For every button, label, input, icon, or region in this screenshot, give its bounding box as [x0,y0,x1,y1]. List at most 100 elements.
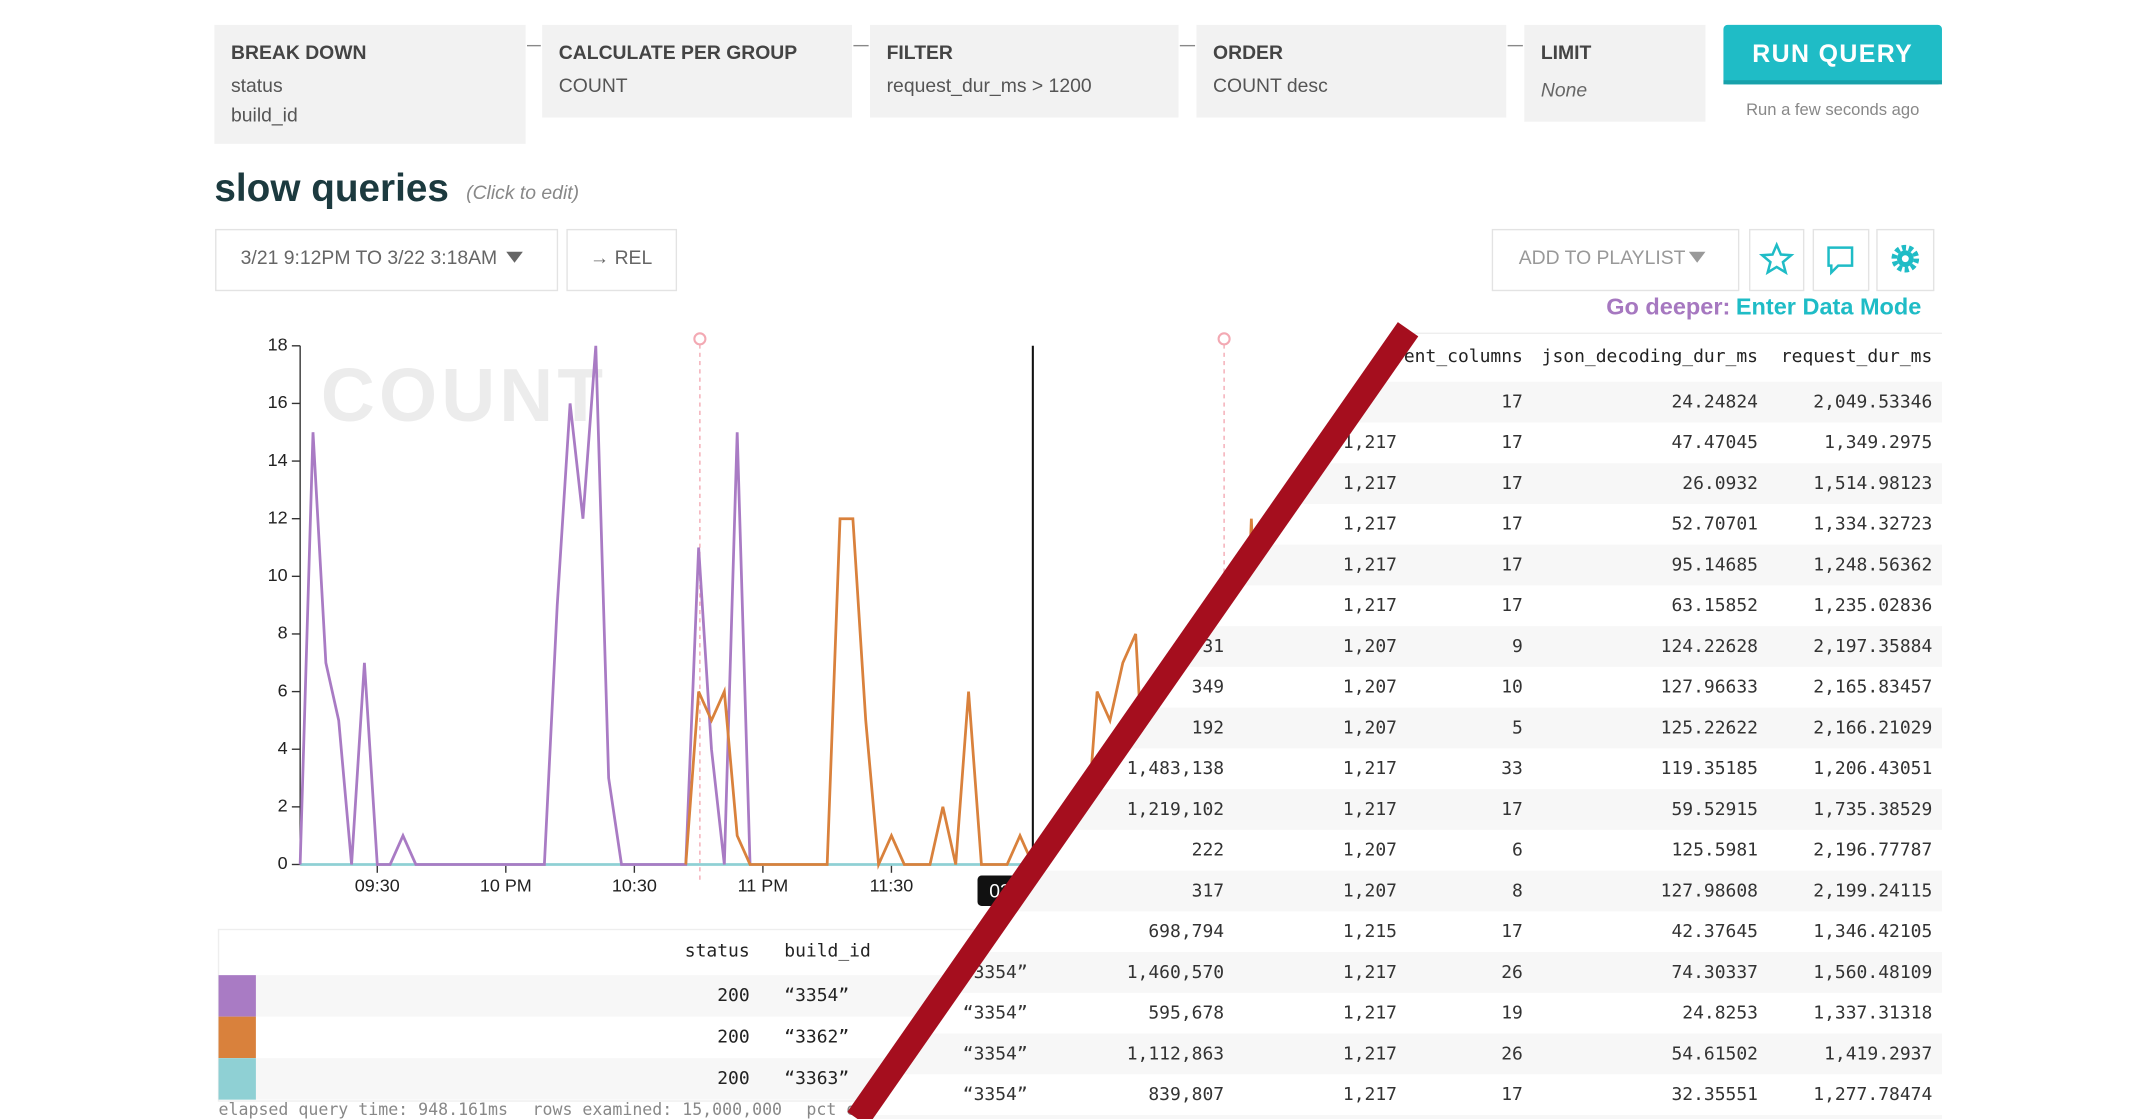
table-cell: 2,196.77787 [1813,840,1932,861]
table-cell: 2,165.83457 [1813,677,1932,698]
legend-swatch [218,1016,256,1059]
y-tick-label: 16 [268,392,288,412]
comment-button[interactable] [1812,228,1870,292]
dropdown-arrow [1688,251,1706,263]
legend-cell: “3363” [784,1068,849,1089]
table-cell: 17 [1501,392,1523,413]
column-header: request_dur_ms [1781,346,1932,367]
table-cell: 1,207 [1343,880,1397,901]
series-line [298,345,752,866]
limit-value: None [1541,79,1588,101]
table-cell: 17 [1501,1084,1523,1105]
x-tick-label: 10 PM [480,875,532,895]
table-cell: 1,483,138 [1127,758,1224,779]
y-tick-label: 8 [278,623,288,643]
table-cell: 9 [1512,636,1523,657]
table-cell: 1,217 [1343,473,1397,494]
table-cell: 595,678 [1148,1003,1224,1024]
order-value: COUNT desc [1213,75,1328,97]
run-query-label: RUN QUERY [1752,40,1913,68]
table-cell: 1,560.48109 [1813,962,1932,983]
row-stripe [857,1114,1942,1119]
results-view: event_columns json_decoding_dur_ms request… [857,329,2137,1119]
calculate-box[interactable] [542,24,853,118]
break-down-value: status [231,75,283,97]
break-down-box[interactable] [214,24,526,144]
table-cell: 31 [1202,636,1224,657]
query-title[interactable]: slow queries [214,167,449,210]
table-cell: 1,235.02836 [1813,595,1932,616]
y-tick-label: 10 [268,565,288,585]
limit-label: LIMIT [1541,42,1592,64]
table-cell: 63.15852 [1671,595,1758,616]
table-cell: “3354” [963,1003,1028,1024]
table-cell: 1,207 [1343,677,1397,698]
star-button[interactable] [1749,228,1805,292]
time-range-button[interactable] [215,228,559,292]
column-header: json_decoding_dur_ms [1542,346,1758,367]
row-stripe [218,975,994,1017]
table-cell: 17 [1501,554,1523,575]
table-cell: 1,207 [1343,636,1397,657]
break-down-label: BREAK DOWN [231,42,367,64]
row-stripe [857,952,1942,993]
y-tick-label: 0 [278,853,288,873]
table-cell: 127.96633 [1661,677,1758,698]
table-cell: 1,217 [1343,432,1397,453]
table-cell: 2,199.24115 [1813,880,1932,901]
table-cell: 1,460,570 [1127,962,1224,983]
table-cell: “3354” [963,1043,1028,1064]
x-tick-label: 11:30 [870,875,914,895]
table-cell: 17 [1501,473,1523,494]
table-cell: 222 [1192,840,1224,861]
table-cell: 125.5981 [1671,840,1758,861]
run-query-button[interactable] [1723,24,1942,85]
table-cell: 119.35185 [1661,758,1758,779]
playlist-label: ADD TO PLAYLIST [1519,247,1686,269]
table-cell: 59.52915 [1671,799,1758,820]
table-cell: 2,049.53346 [1813,392,1932,413]
table-cell: 17 [1501,514,1523,535]
footer-stat: pct o [806,1100,856,1119]
filter-box[interactable] [870,24,1179,118]
table-cell: 1,217 [1343,962,1397,983]
footer-stat: rows examined: 15,000,000 [533,1100,783,1119]
gear-icon [1891,244,1920,273]
table-cell: 1,215 [1343,921,1397,942]
calculate-value: COUNT [559,75,628,97]
order-box[interactable] [1196,24,1507,118]
table-cell: 26 [1501,962,1523,983]
legend-cell: “3354” [784,985,849,1006]
data-mode-link[interactable]: Enter Data Mode [1736,294,1921,320]
button-shadow [1723,80,1942,85]
table-cell: 42.37645 [1671,921,1758,942]
table-cell: 33 [1501,758,1523,779]
legend-swatch [218,1058,256,1100]
table-cell: 2,166.21029 [1813,717,1932,738]
table-cell: 1,217 [1343,1084,1397,1105]
gear-icon [1901,255,1909,263]
table-cell: 24.8253 [1682,1003,1758,1024]
table-cell: 1,207 [1343,717,1397,738]
y-tick-label: 18 [268,335,288,355]
go-deeper: Go deeper: [1606,294,1730,320]
table-cell: 47.47045 [1671,432,1758,453]
rel-button[interactable] [566,228,678,292]
table-cell: 1,207 [1343,840,1397,861]
table-cell: 26.0932 [1682,473,1758,494]
table-cell: 1,217 [1343,554,1397,575]
table-cell: 24.24824 [1671,392,1758,413]
table-cell: 5 [1512,717,1523,738]
table-cell: “3354” [963,1084,1028,1105]
table-cell: 125.22622 [1661,717,1758,738]
run-status: Run a few seconds ago [1746,100,1919,119]
table-cell: 54.61502 [1671,1043,1758,1064]
row-stripe [857,1033,1942,1075]
limit-box[interactable] [1524,24,1706,122]
legend-swatch [218,975,256,1017]
rel-label: → REL [590,247,653,269]
dropdown-arrow [506,251,523,263]
edit-hint[interactable]: (Click to edit) [466,182,579,204]
table-cell: 349 [1192,677,1224,698]
